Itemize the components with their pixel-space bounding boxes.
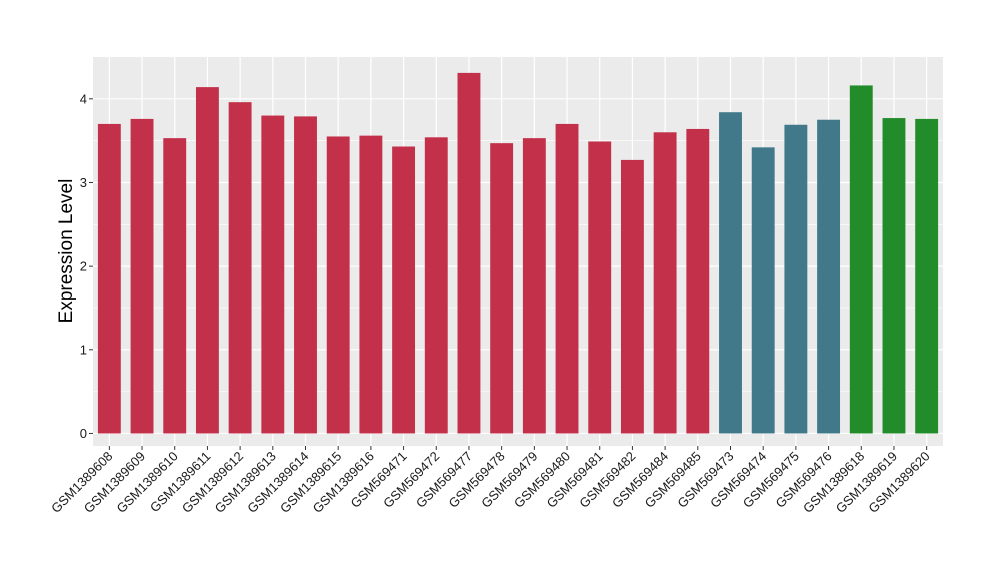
bar-GSM569474 xyxy=(751,147,775,434)
bar-GSM1389620 xyxy=(915,118,939,434)
y-axis: 0 1 2 3 4 xyxy=(80,91,93,441)
bar-GSM569476 xyxy=(817,119,841,434)
x-axis: GSM1389608GSM1389609GSM1389610GSM1389611… xyxy=(48,446,933,516)
bar-GSM1389615 xyxy=(326,136,350,434)
bar-GSM1389612 xyxy=(228,102,252,434)
bar-GSM1389610 xyxy=(163,138,187,434)
y-tick-label: 2 xyxy=(80,259,87,274)
bars xyxy=(97,72,939,434)
bar-GSM569480 xyxy=(555,123,579,434)
y-tick-label: 0 xyxy=(80,426,87,441)
plot-panel xyxy=(93,57,943,446)
bar-GSM569485 xyxy=(686,128,710,434)
y-axis-title: Expression Level xyxy=(56,179,77,324)
bar-GSM569477 xyxy=(457,72,481,434)
bar-GSM1389613 xyxy=(261,115,285,434)
bar-GSM569473 xyxy=(719,112,742,434)
bar-GSM1389619 xyxy=(882,118,906,434)
bar-GSM569478 xyxy=(490,143,514,434)
bar-GSM1389618 xyxy=(849,85,873,434)
bar-GSM569471 xyxy=(392,146,416,434)
bar-GSM1389608 xyxy=(97,123,121,434)
bar-GSM569482 xyxy=(620,159,644,434)
y-tick-label: 4 xyxy=(80,91,87,106)
y-tick-label: 1 xyxy=(80,342,87,357)
bar-GSM1389614 xyxy=(294,116,317,434)
bar-GSM1389616 xyxy=(359,135,383,434)
bar-GSM569472 xyxy=(424,137,448,434)
bar-GSM1389609 xyxy=(130,118,154,434)
bar-GSM1389611 xyxy=(195,87,219,434)
bar-GSM569475 xyxy=(784,124,808,434)
bar-GSM569484 xyxy=(653,132,677,434)
bar-GSM569481 xyxy=(588,141,612,434)
y-tick-label: 3 xyxy=(80,175,87,190)
bar-GSM569479 xyxy=(522,138,546,434)
